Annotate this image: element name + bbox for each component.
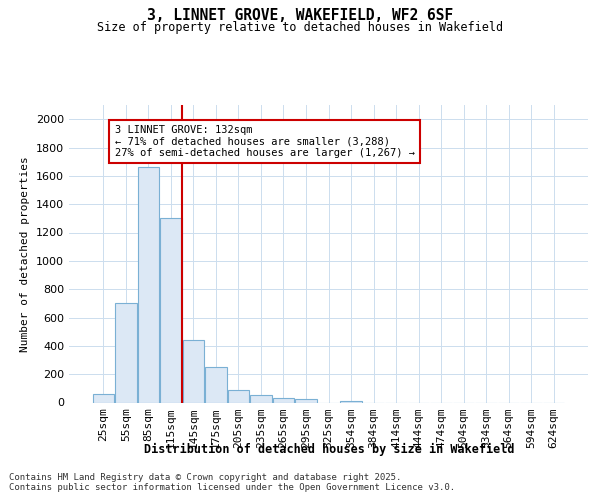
- Text: 3 LINNET GROVE: 132sqm
← 71% of detached houses are smaller (3,288)
27% of semi-: 3 LINNET GROVE: 132sqm ← 71% of detached…: [115, 125, 415, 158]
- Bar: [273, 398, 294, 402]
- Bar: [295, 399, 317, 402]
- Text: Size of property relative to detached houses in Wakefield: Size of property relative to detached ho…: [97, 21, 503, 34]
- Bar: [115, 304, 137, 402]
- Bar: [205, 367, 227, 402]
- Text: 3, LINNET GROVE, WAKEFIELD, WF2 6SF: 3, LINNET GROVE, WAKEFIELD, WF2 6SF: [147, 8, 453, 22]
- Y-axis label: Number of detached properties: Number of detached properties: [20, 156, 31, 352]
- Bar: [250, 394, 272, 402]
- Bar: [137, 168, 159, 402]
- Bar: [92, 394, 114, 402]
- Text: Contains HM Land Registry data © Crown copyright and database right 2025.
Contai: Contains HM Land Registry data © Crown c…: [9, 473, 455, 492]
- Bar: [228, 390, 249, 402]
- Bar: [182, 340, 204, 402]
- Text: Distribution of detached houses by size in Wakefield: Distribution of detached houses by size …: [143, 442, 514, 456]
- Bar: [160, 218, 182, 402]
- Bar: [340, 401, 362, 402]
